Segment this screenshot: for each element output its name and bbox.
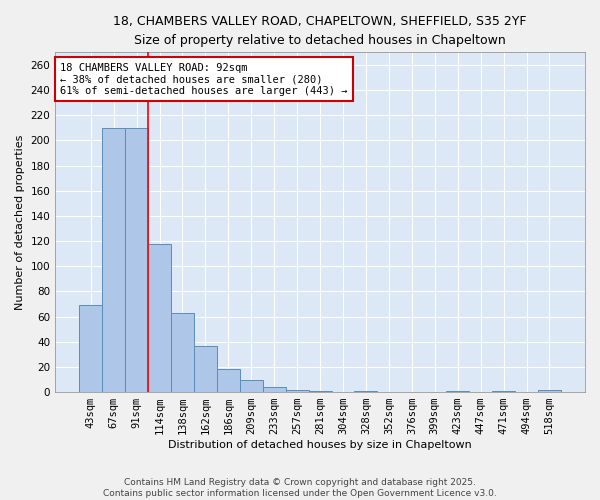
Bar <box>446 391 469 392</box>
Bar <box>125 128 148 392</box>
Y-axis label: Number of detached properties: Number of detached properties <box>15 134 25 310</box>
Bar <box>79 306 102 392</box>
Bar <box>355 391 377 392</box>
Bar <box>171 313 194 392</box>
Bar <box>538 390 561 392</box>
Bar <box>263 387 286 392</box>
Bar <box>240 380 263 392</box>
Bar <box>148 244 171 392</box>
Text: Contains HM Land Registry data © Crown copyright and database right 2025.
Contai: Contains HM Land Registry data © Crown c… <box>103 478 497 498</box>
Bar <box>194 346 217 392</box>
Bar <box>308 391 332 392</box>
Title: 18, CHAMBERS VALLEY ROAD, CHAPELTOWN, SHEFFIELD, S35 2YF
Size of property relati: 18, CHAMBERS VALLEY ROAD, CHAPELTOWN, SH… <box>113 15 527 47</box>
X-axis label: Distribution of detached houses by size in Chapeltown: Distribution of detached houses by size … <box>168 440 472 450</box>
Bar <box>286 390 308 392</box>
Text: 18 CHAMBERS VALLEY ROAD: 92sqm
← 38% of detached houses are smaller (280)
61% of: 18 CHAMBERS VALLEY ROAD: 92sqm ← 38% of … <box>61 62 348 96</box>
Bar <box>492 391 515 392</box>
Bar <box>217 370 240 392</box>
Bar <box>102 128 125 392</box>
